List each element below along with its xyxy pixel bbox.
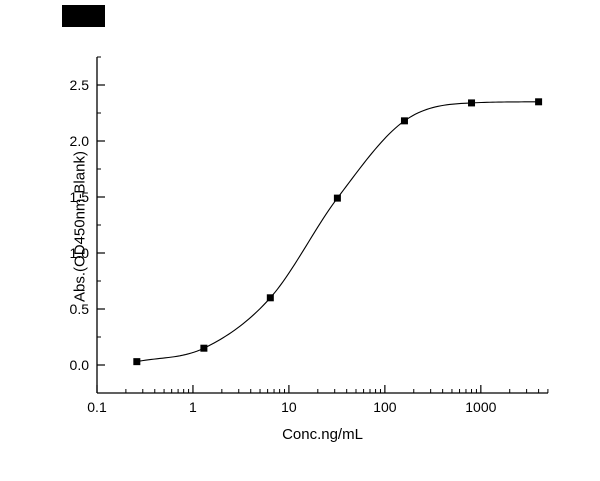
y-tick-label: 2.0 [70,133,90,149]
x-tick-label: 0.1 [87,399,107,415]
y-tick-label: 1.5 [70,189,90,205]
fit-curve [136,101,539,363]
y-tick-label: 1.0 [70,245,90,261]
x-tick-label: 10 [281,399,297,415]
data-point-marker [333,194,341,202]
data-point-marker [400,117,408,125]
x-tick-label: 1 [189,399,197,415]
x-axis-title: Conc.ng/mL [282,426,363,443]
data-point-marker [535,98,543,106]
black-redaction-box [62,5,105,27]
y-tick-label: 0.0 [70,357,90,373]
x-tick-label: 1000 [465,399,496,415]
data-point-marker [266,294,274,302]
y-axis-title: Abs.(OD450nm-Blank) [71,151,89,302]
y-tick-label: 2.5 [70,77,90,93]
y-tick-label: 0.5 [70,301,90,317]
data-point-marker [468,99,476,107]
x-tick-label: 100 [373,399,397,415]
data-point-marker [200,344,208,352]
data-point-marker [133,358,141,366]
